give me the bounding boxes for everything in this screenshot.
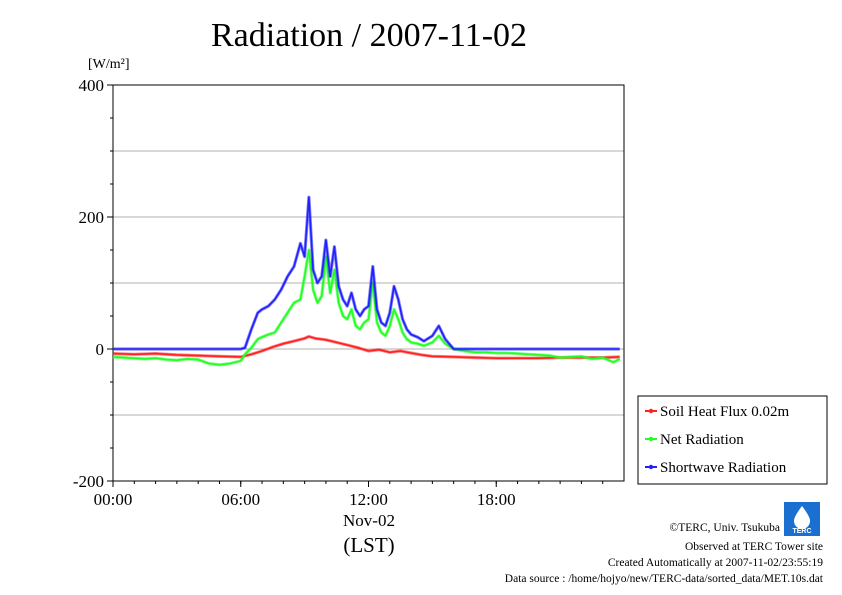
legend-label: Soil Heat Flux 0.02m: [660, 404, 790, 420]
x-axis-label: (LST): [343, 533, 394, 557]
x-tick-label: 00:00: [94, 490, 133, 509]
legend-label: Net Radiation: [660, 432, 744, 448]
observed-text: Observed at TERC Tower site: [685, 541, 823, 553]
y-axis-unit-label: [W/m²]: [88, 57, 130, 72]
y-tick-label: 400: [79, 76, 105, 95]
y-tick-label: -200: [73, 472, 104, 491]
series-line: [112, 335, 620, 360]
x-axis-date-label: Nov-02: [343, 511, 395, 530]
x-tick-label: 18:00: [477, 490, 516, 509]
series-line: [113, 196, 620, 350]
data-source-text: Data source : /home/hojyo/new/TERC-data/…: [505, 573, 824, 585]
y-tick-label: 0: [96, 340, 105, 359]
x-tick-label: 12:00: [349, 490, 388, 509]
legend-label: Shortwave Radiation: [660, 460, 787, 476]
legend-box: [637, 395, 828, 485]
x-tick-label: 06:00: [221, 490, 260, 509]
series-line: [112, 249, 621, 366]
water-drop-icon: [794, 506, 810, 529]
legend-marker: [648, 464, 654, 470]
terc-logo: TERC: [784, 502, 820, 536]
logo-text: TERC: [792, 528, 811, 535]
legend: Soil Heat Flux 0.02m Net Radiation Shortwa…: [637, 395, 828, 485]
y-tick-label: 200: [79, 208, 105, 227]
series-layer: [112, 195, 621, 367]
copyright-text: ©TERC, Univ. Tsukuba: [670, 522, 780, 534]
y-axis: -200 0 200 400: [73, 76, 113, 491]
grid-lines: [113, 150, 624, 416]
x-axis: 00:00 06:00 12:00 18:00: [94, 481, 604, 509]
chart-title: Radiation / 2007-11-02: [211, 17, 527, 54]
created-text: Created Automatically at 2007-11-02/23:5…: [608, 557, 823, 569]
legend-marker: [648, 436, 654, 442]
legend-marker: [648, 408, 654, 414]
series-band: [113, 195, 620, 351]
